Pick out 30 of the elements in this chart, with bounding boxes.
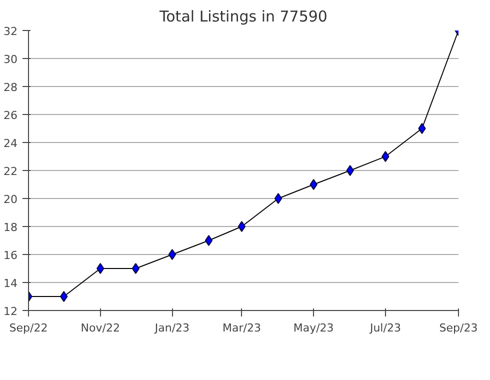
y-tick-label: 32 <box>4 25 18 38</box>
point <box>274 193 282 204</box>
point <box>204 235 213 246</box>
point <box>168 249 176 260</box>
x-tick-label: Jan/23 <box>154 322 190 334</box>
x-tick-label: Mar/23 <box>222 322 261 334</box>
x-tick-label: Sep/22 <box>9 322 48 334</box>
y-tick-label: 14 <box>4 277 18 290</box>
point <box>132 263 140 274</box>
y-tick-label: 22 <box>4 165 18 178</box>
point <box>346 165 354 176</box>
point <box>310 179 318 190</box>
x-tick-label: Nov/22 <box>80 322 120 334</box>
y-tick-label: 20 <box>4 193 18 206</box>
y-tick-label: 18 <box>4 221 18 234</box>
y-tick-label: 28 <box>4 81 18 94</box>
x-tick-label: May/23 <box>293 322 334 334</box>
y-tick-label: 16 <box>4 249 18 262</box>
x-tick-label: Sep/23 <box>439 322 478 334</box>
y-tick-label: 12 <box>4 305 18 318</box>
point <box>418 123 426 134</box>
point <box>60 291 68 302</box>
y-tick-label: 26 <box>4 109 18 122</box>
y-tick-label: 24 <box>4 137 18 150</box>
point <box>96 263 104 274</box>
point <box>238 221 246 232</box>
x-tick-label: Jul/23 <box>368 322 401 334</box>
point <box>382 151 390 162</box>
chart-title: Total Listings in 77590 <box>158 8 328 26</box>
y-tick-label: 30 <box>4 53 18 66</box>
